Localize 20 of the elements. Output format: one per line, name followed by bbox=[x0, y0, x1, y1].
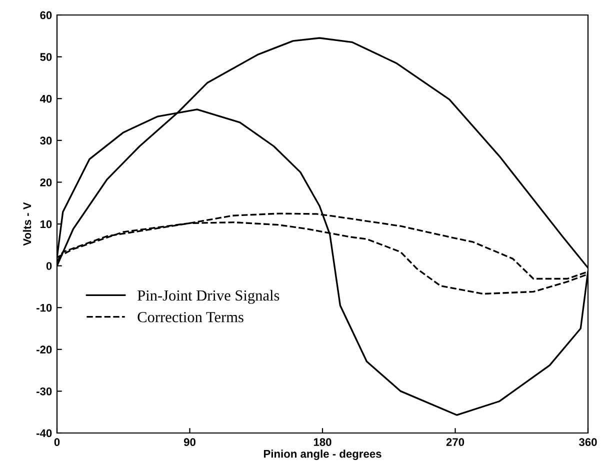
y-tick-label: 60 bbox=[40, 11, 52, 20]
legend-label: Pin-Joint Drive Signals bbox=[138, 290, 280, 304]
y-tick-label: 30 bbox=[40, 136, 52, 145]
y-tick-label: -20 bbox=[36, 346, 52, 354]
x-tick-label: 270 bbox=[446, 438, 464, 446]
y-tick-label: 0 bbox=[46, 262, 52, 270]
y-axis-title: Volts - V bbox=[22, 202, 32, 246]
x-tick-label: 0 bbox=[54, 438, 60, 446]
y-tick-label: 50 bbox=[40, 53, 52, 61]
x-tick-label: 90 bbox=[184, 438, 196, 446]
y-tick-label: -30 bbox=[36, 387, 52, 396]
x-tick-label: 360 bbox=[578, 438, 597, 446]
y-tick-label: 10 bbox=[40, 220, 52, 228]
legend-label: Correction Terms bbox=[138, 312, 244, 322]
y-tick-label: 20 bbox=[40, 178, 52, 186]
y-tick-label: 40 bbox=[40, 94, 52, 103]
y-tick-label: -10 bbox=[36, 304, 52, 312]
x-axis-title: Pinion angle - degrees bbox=[264, 450, 382, 460]
x-tick-label: 180 bbox=[314, 438, 332, 446]
y-tick-label: -40 bbox=[36, 429, 52, 438]
